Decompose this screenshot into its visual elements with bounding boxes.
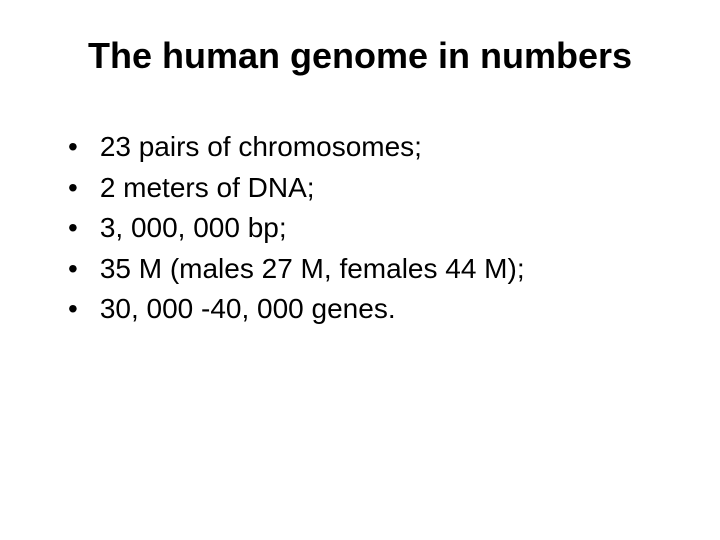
bullet-list: • 23 pairs of chromosomes; • 2 meters of… xyxy=(50,127,670,330)
bullet-text: 35 M (males 27 M, females 44 M); xyxy=(100,249,525,290)
bullet-text: 30, 000 -40, 000 genes. xyxy=(100,289,396,330)
list-item: • 30, 000 -40, 000 genes. xyxy=(60,289,670,330)
bullet-icon: • xyxy=(68,208,78,249)
bullet-icon: • xyxy=(68,289,78,330)
slide-container: The human genome in numbers • 23 pairs o… xyxy=(0,0,720,540)
bullet-icon: • xyxy=(68,249,78,290)
bullet-text: 23 pairs of chromosomes; xyxy=(100,127,422,168)
bullet-text: 3, 000, 000 bp; xyxy=(100,208,287,249)
bullet-text: 2 meters of DNA; xyxy=(100,168,315,209)
slide-title: The human genome in numbers xyxy=(50,35,670,77)
bullet-icon: • xyxy=(68,168,78,209)
list-item: • 35 M (males 27 M, females 44 M); xyxy=(60,249,670,290)
bullet-icon: • xyxy=(68,127,78,168)
list-item: • 3, 000, 000 bp; xyxy=(60,208,670,249)
list-item: • 23 pairs of chromosomes; xyxy=(60,127,670,168)
list-item: • 2 meters of DNA; xyxy=(60,168,670,209)
